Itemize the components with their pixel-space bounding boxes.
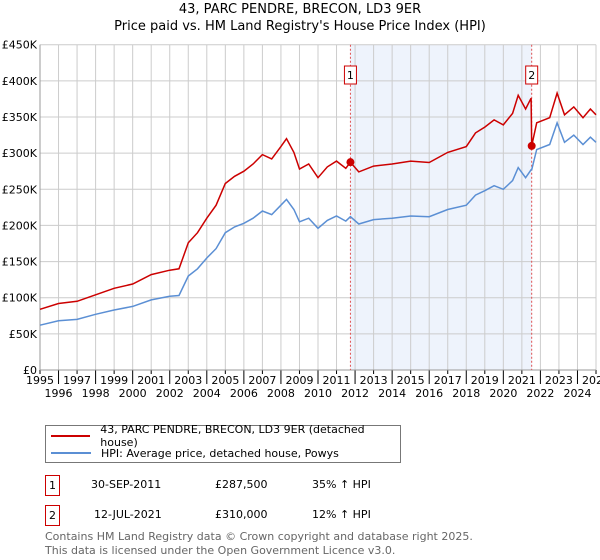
sale-hpi: 12% ↑ HPI bbox=[312, 508, 371, 521]
shaded-period bbox=[350, 44, 532, 370]
x-tick-label: 2002 bbox=[156, 387, 184, 400]
y-tick-label: £50K bbox=[9, 328, 38, 341]
x-tick-label: 2023 bbox=[545, 374, 573, 387]
y-tick-label: £350K bbox=[2, 111, 38, 124]
footer-copyright: Contains HM Land Registry data © Crown c… bbox=[45, 530, 473, 543]
x-tick-label: 2024 bbox=[563, 387, 591, 400]
sale-price: £287,500 bbox=[215, 478, 268, 491]
y-tick-label: £300K bbox=[2, 147, 38, 160]
x-tick-label: 2017 bbox=[434, 374, 462, 387]
x-tick-label: 2021 bbox=[508, 374, 536, 387]
x-tick-label: 2001 bbox=[137, 374, 165, 387]
sale-label-box bbox=[343, 65, 357, 85]
x-tick-label: 2006 bbox=[230, 387, 258, 400]
sale-marker: 1 bbox=[45, 475, 60, 496]
legend-swatch-blue bbox=[51, 452, 91, 454]
sale-date: 12-JUL-2021 bbox=[94, 508, 162, 521]
price-chart: 1995199619971998199920002001200220032004… bbox=[2, 39, 600, 400]
footer-licence: This data is licensed under the Open Gov… bbox=[45, 544, 396, 557]
chart-subtitle: Price paid vs. HM Land Registry's House … bbox=[114, 19, 486, 34]
x-tick-label: 2025 bbox=[582, 374, 600, 387]
x-tick-label: 2022 bbox=[526, 387, 554, 400]
x-tick-label: 2004 bbox=[193, 387, 221, 400]
x-tick-label: 2020 bbox=[489, 387, 517, 400]
x-tick-label: 2015 bbox=[397, 374, 425, 387]
x-tick-label: 2010 bbox=[304, 387, 332, 400]
y-tick-label: £250K bbox=[2, 183, 38, 196]
sale-point bbox=[346, 158, 355, 167]
series-line bbox=[39, 90, 597, 311]
legend-swatch-red bbox=[51, 435, 91, 437]
sale-point bbox=[527, 141, 536, 150]
x-tick-label: 1997 bbox=[63, 374, 91, 387]
y-tick-label: £400K bbox=[2, 75, 38, 88]
y-tick-label: £100K bbox=[2, 292, 38, 305]
series-line bbox=[39, 120, 597, 326]
x-tick-label: 2018 bbox=[452, 387, 480, 400]
x-tick-label: 2013 bbox=[360, 374, 388, 387]
x-tick-label: 2007 bbox=[248, 374, 276, 387]
legend-label: HPI: Average price, detached house, Powy… bbox=[101, 446, 339, 460]
x-tick-label: 1999 bbox=[100, 374, 128, 387]
y-tick-label: £150K bbox=[2, 256, 38, 269]
x-tick-label: 2003 bbox=[174, 374, 202, 387]
x-tick-label: 2014 bbox=[378, 387, 406, 400]
legend-label: 43, PARC PENDRE, BRECON, LD3 9ER (detach… bbox=[100, 423, 365, 449]
sale-marker: 2 bbox=[45, 505, 60, 526]
sale-hpi: 35% ↑ HPI bbox=[312, 478, 371, 491]
y-tick-label: £450K bbox=[2, 39, 38, 52]
x-tick-label: 2012 bbox=[341, 387, 369, 400]
legend-item-hpi: HPI: Average price, detached house, Powy… bbox=[51, 445, 339, 461]
x-tick-label: 2009 bbox=[285, 374, 313, 387]
x-tick-label: 2008 bbox=[267, 387, 295, 400]
sale-price: £310,000 bbox=[215, 508, 268, 521]
y-tick-label: £200K bbox=[2, 219, 38, 232]
x-tick-label: 2000 bbox=[119, 387, 147, 400]
legend: 43, PARC PENDRE, BRECON, LD3 9ER (detach… bbox=[45, 423, 401, 463]
x-tick-label: 1995 bbox=[26, 374, 54, 387]
sale-label: 2 bbox=[528, 69, 535, 82]
sale-label-box bbox=[525, 65, 539, 85]
legend-item-property: 43, PARC PENDRE, BRECON, LD3 9ER (detach… bbox=[51, 423, 400, 449]
x-tick-label: 1996 bbox=[45, 387, 73, 400]
sale-date: 30-SEP-2011 bbox=[91, 478, 162, 491]
chart-title: 43, PARC PENDRE, BRECON, LD3 9ER bbox=[178, 2, 422, 17]
sale-label: 1 bbox=[347, 69, 354, 82]
y-tick-label: £0 bbox=[23, 364, 37, 377]
x-tick-label: 2016 bbox=[415, 387, 443, 400]
x-tick-label: 2011 bbox=[323, 374, 351, 387]
x-tick-label: 2019 bbox=[471, 374, 499, 387]
x-tick-label: 1998 bbox=[82, 387, 110, 400]
x-tick-label: 2005 bbox=[211, 374, 239, 387]
